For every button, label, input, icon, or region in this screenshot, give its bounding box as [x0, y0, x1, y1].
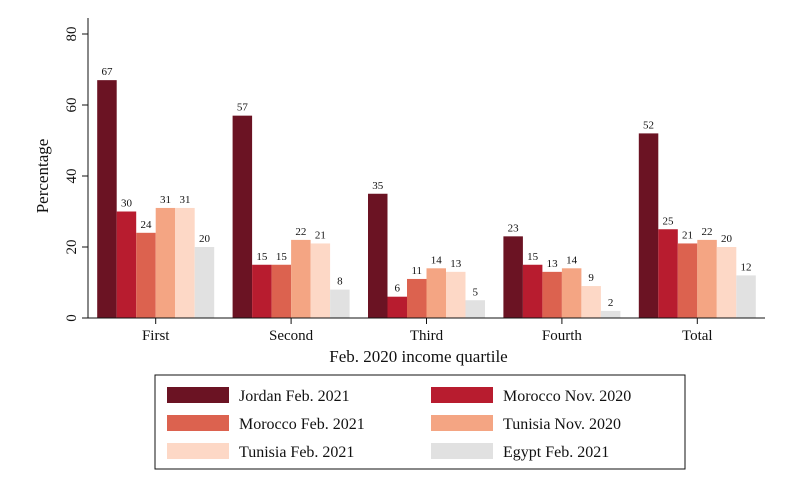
- bar: [716, 247, 737, 318]
- bar: [426, 268, 446, 318]
- data-label: 5: [473, 286, 479, 298]
- data-label: 9: [588, 272, 594, 284]
- bar: [542, 271, 562, 318]
- y-tick-label: 0: [64, 314, 80, 322]
- legend: Jordan Feb. 2021 Morocco Nov. 2020 Morocco…: [154, 374, 686, 470]
- x-axis-title: Feb. 2020 income quartile: [329, 347, 507, 366]
- y-axis-title: Percentage: [33, 139, 52, 214]
- legend-entry: Morocco Feb. 2021: [239, 416, 365, 433]
- x-tick-label: Third: [410, 328, 444, 344]
- axes: Percentage Feb. 2020 income quartile 0 20…: [33, 18, 765, 366]
- legend-entry: Tunisia Feb. 2021: [239, 444, 354, 461]
- bar: [97, 80, 117, 319]
- bar: [252, 264, 272, 318]
- bar: [638, 133, 659, 318]
- data-label: 13: [450, 258, 462, 270]
- data-label: 52: [643, 119, 654, 131]
- x-tick-label: Second: [269, 328, 314, 344]
- legend-box: [154, 374, 686, 470]
- x-tick-label: Fourth: [542, 328, 583, 344]
- data-label: 21: [682, 229, 693, 241]
- y-tick-label: 20: [64, 240, 80, 255]
- legend-entry: Egypt Feb. 2021: [503, 444, 609, 461]
- data-label: 35: [372, 180, 384, 192]
- data-label: 12: [741, 261, 752, 273]
- data-label: 14: [566, 254, 578, 266]
- legend-swatch: [431, 443, 493, 459]
- y-tick-label: 40: [64, 169, 80, 184]
- bar: [407, 278, 427, 318]
- data-label: 30: [121, 198, 133, 210]
- bar: [600, 310, 621, 318]
- bar: [155, 207, 176, 318]
- bar: [697, 239, 717, 318]
- bar: [581, 286, 601, 318]
- data-label: 25: [663, 215, 675, 227]
- bar: [368, 193, 388, 318]
- data-label: 23: [508, 222, 520, 234]
- bar: [503, 236, 523, 318]
- bar: [561, 268, 582, 318]
- data-label: 31: [179, 194, 190, 206]
- bar: [194, 247, 215, 318]
- data-label: 15: [276, 251, 288, 263]
- data-label: 20: [721, 233, 733, 245]
- legend-swatch: [167, 443, 229, 459]
- data-label: 57: [237, 102, 249, 114]
- data-label: 21: [315, 229, 326, 241]
- bar: [116, 211, 137, 318]
- y-tick-label: 80: [64, 27, 80, 42]
- data-label: 67: [101, 66, 113, 78]
- bar: [175, 207, 195, 318]
- x-tick-label: First: [142, 328, 170, 344]
- legend-swatch: [167, 415, 229, 431]
- bar: [522, 264, 543, 318]
- legend-entry: Jordan Feb. 2021: [239, 388, 350, 405]
- bar: [330, 289, 350, 318]
- bar: [736, 275, 756, 318]
- data-label: 22: [295, 226, 306, 238]
- data-label: 14: [431, 254, 443, 266]
- bar: [136, 232, 156, 318]
- bar: [658, 229, 678, 318]
- bar: [291, 239, 311, 318]
- legend-entry: Tunisia Nov. 2020: [503, 416, 621, 433]
- data-label: 15: [527, 251, 539, 263]
- bar: [232, 115, 253, 319]
- x-tick-label: Total: [682, 328, 713, 344]
- bar: [677, 243, 698, 318]
- bar: [387, 296, 407, 318]
- data-label: 11: [411, 265, 422, 277]
- bar: [446, 271, 466, 318]
- data-label: 15: [256, 251, 268, 263]
- y-tick-label: 60: [64, 98, 80, 113]
- data-label: 6: [395, 283, 401, 295]
- data-label: 22: [702, 226, 713, 238]
- legend-swatch: [167, 387, 229, 403]
- data-label: 13: [547, 258, 559, 270]
- plot-area: 67 30 24 31 31 20 57 15 15 22 21 8 35 6 11 14 13 5 23 15 13 1…: [97, 66, 756, 319]
- data-label: 8: [337, 276, 343, 288]
- data-label: 24: [140, 219, 152, 231]
- data-label: 20: [199, 233, 211, 245]
- legend-swatch: [431, 387, 493, 403]
- legend-entry: Morocco Nov. 2020: [503, 388, 631, 405]
- legend-swatch: [431, 415, 493, 431]
- data-label: 31: [160, 194, 171, 206]
- bar: [310, 243, 331, 318]
- bar: [465, 300, 485, 318]
- data-label: 2: [608, 297, 614, 309]
- bar: [271, 264, 292, 318]
